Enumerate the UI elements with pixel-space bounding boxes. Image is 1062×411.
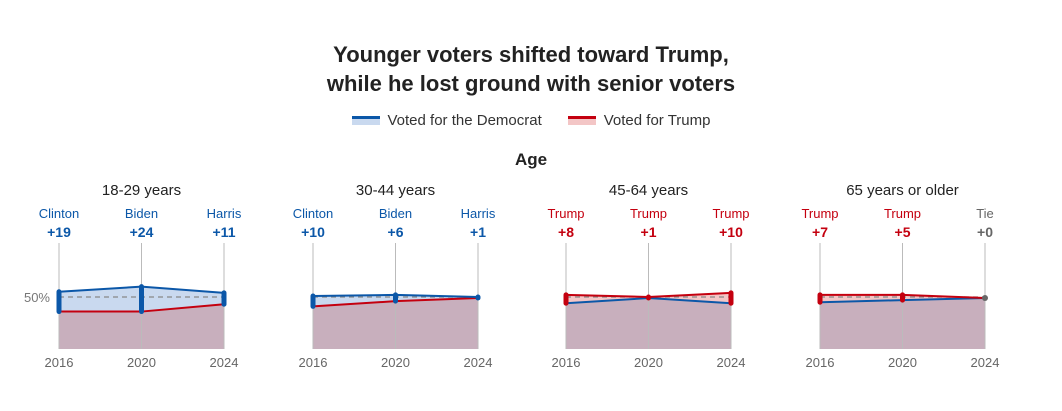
x-tick-label: 2016	[552, 355, 581, 370]
winner-label: Trump	[801, 206, 838, 221]
margin-label: +10	[301, 224, 325, 240]
title-line-2: while he lost ground with senior voters	[326, 71, 736, 96]
section-title: Age	[514, 150, 548, 169]
winner-label: Harris	[207, 206, 242, 221]
margin-label: +10	[719, 224, 743, 240]
winner-label: Biden	[125, 206, 158, 221]
legend-swatch-rep	[567, 116, 596, 125]
winner-label: Trump	[712, 206, 749, 221]
margin-label: +19	[47, 224, 71, 240]
legend-label-rep: Voted for Trump	[603, 112, 711, 129]
margin-area	[313, 294, 396, 307]
margin-area	[648, 292, 731, 304]
margin-label: +1	[641, 224, 657, 240]
x-tick-label: 2020	[888, 355, 917, 370]
winner-label: Clinton	[293, 206, 333, 221]
winner-label: Clinton	[39, 206, 79, 221]
winner-label: Harris	[461, 206, 496, 221]
legend-item-dem: Voted for the Democrat	[351, 112, 542, 129]
x-tick-label: 2016	[299, 355, 328, 370]
x-tick-label: 2020	[127, 355, 156, 370]
winner-label: Tie	[976, 206, 994, 221]
x-tick-label: 2024	[464, 355, 493, 370]
x-tick-label: 2020	[381, 355, 410, 370]
margin-label: +0	[977, 224, 993, 240]
margin-label: +1	[470, 224, 486, 240]
legend: Voted for the Democrat Voted for Trump	[0, 112, 1062, 129]
title-line-1: Younger voters shifted toward Trump,	[333, 42, 729, 67]
chart-title: Younger voters shifted toward Trump, whil…	[0, 40, 1062, 98]
margin-area	[59, 286, 142, 312]
panel-title: 65 years or older	[846, 182, 959, 199]
panel-title: 45-64 years	[609, 182, 688, 199]
margin-label: +7	[812, 224, 828, 240]
x-tick-label: 2024	[717, 355, 746, 370]
x-tick-label: 2016	[45, 355, 74, 370]
margin-label: +5	[895, 224, 911, 240]
panel-title: 18-29 years	[102, 182, 181, 199]
winner-label: Biden	[379, 206, 412, 221]
legend-item-rep: Voted for Trump	[567, 112, 711, 129]
margin-label: +11	[213, 224, 236, 240]
margin-label: +8	[558, 224, 574, 240]
winner-label: Trump	[547, 206, 584, 221]
tie-point	[982, 295, 988, 302]
y-tick-label: 50%	[24, 290, 50, 305]
x-tick-label: 2024	[971, 355, 1000, 370]
x-tick-label: 2020	[634, 355, 663, 370]
winner-label: Trump	[884, 206, 921, 221]
x-tick-label: 2016	[806, 355, 835, 370]
x-tick-label: 2024	[210, 355, 239, 370]
margin-label: +24	[130, 224, 154, 240]
legend-label-dem: Voted for the Democrat	[387, 112, 542, 129]
winner-label: Trump	[630, 206, 667, 221]
panel-title: 30-44 years	[356, 182, 435, 199]
legend-swatch-dem	[351, 116, 380, 125]
margin-label: +6	[388, 224, 404, 240]
